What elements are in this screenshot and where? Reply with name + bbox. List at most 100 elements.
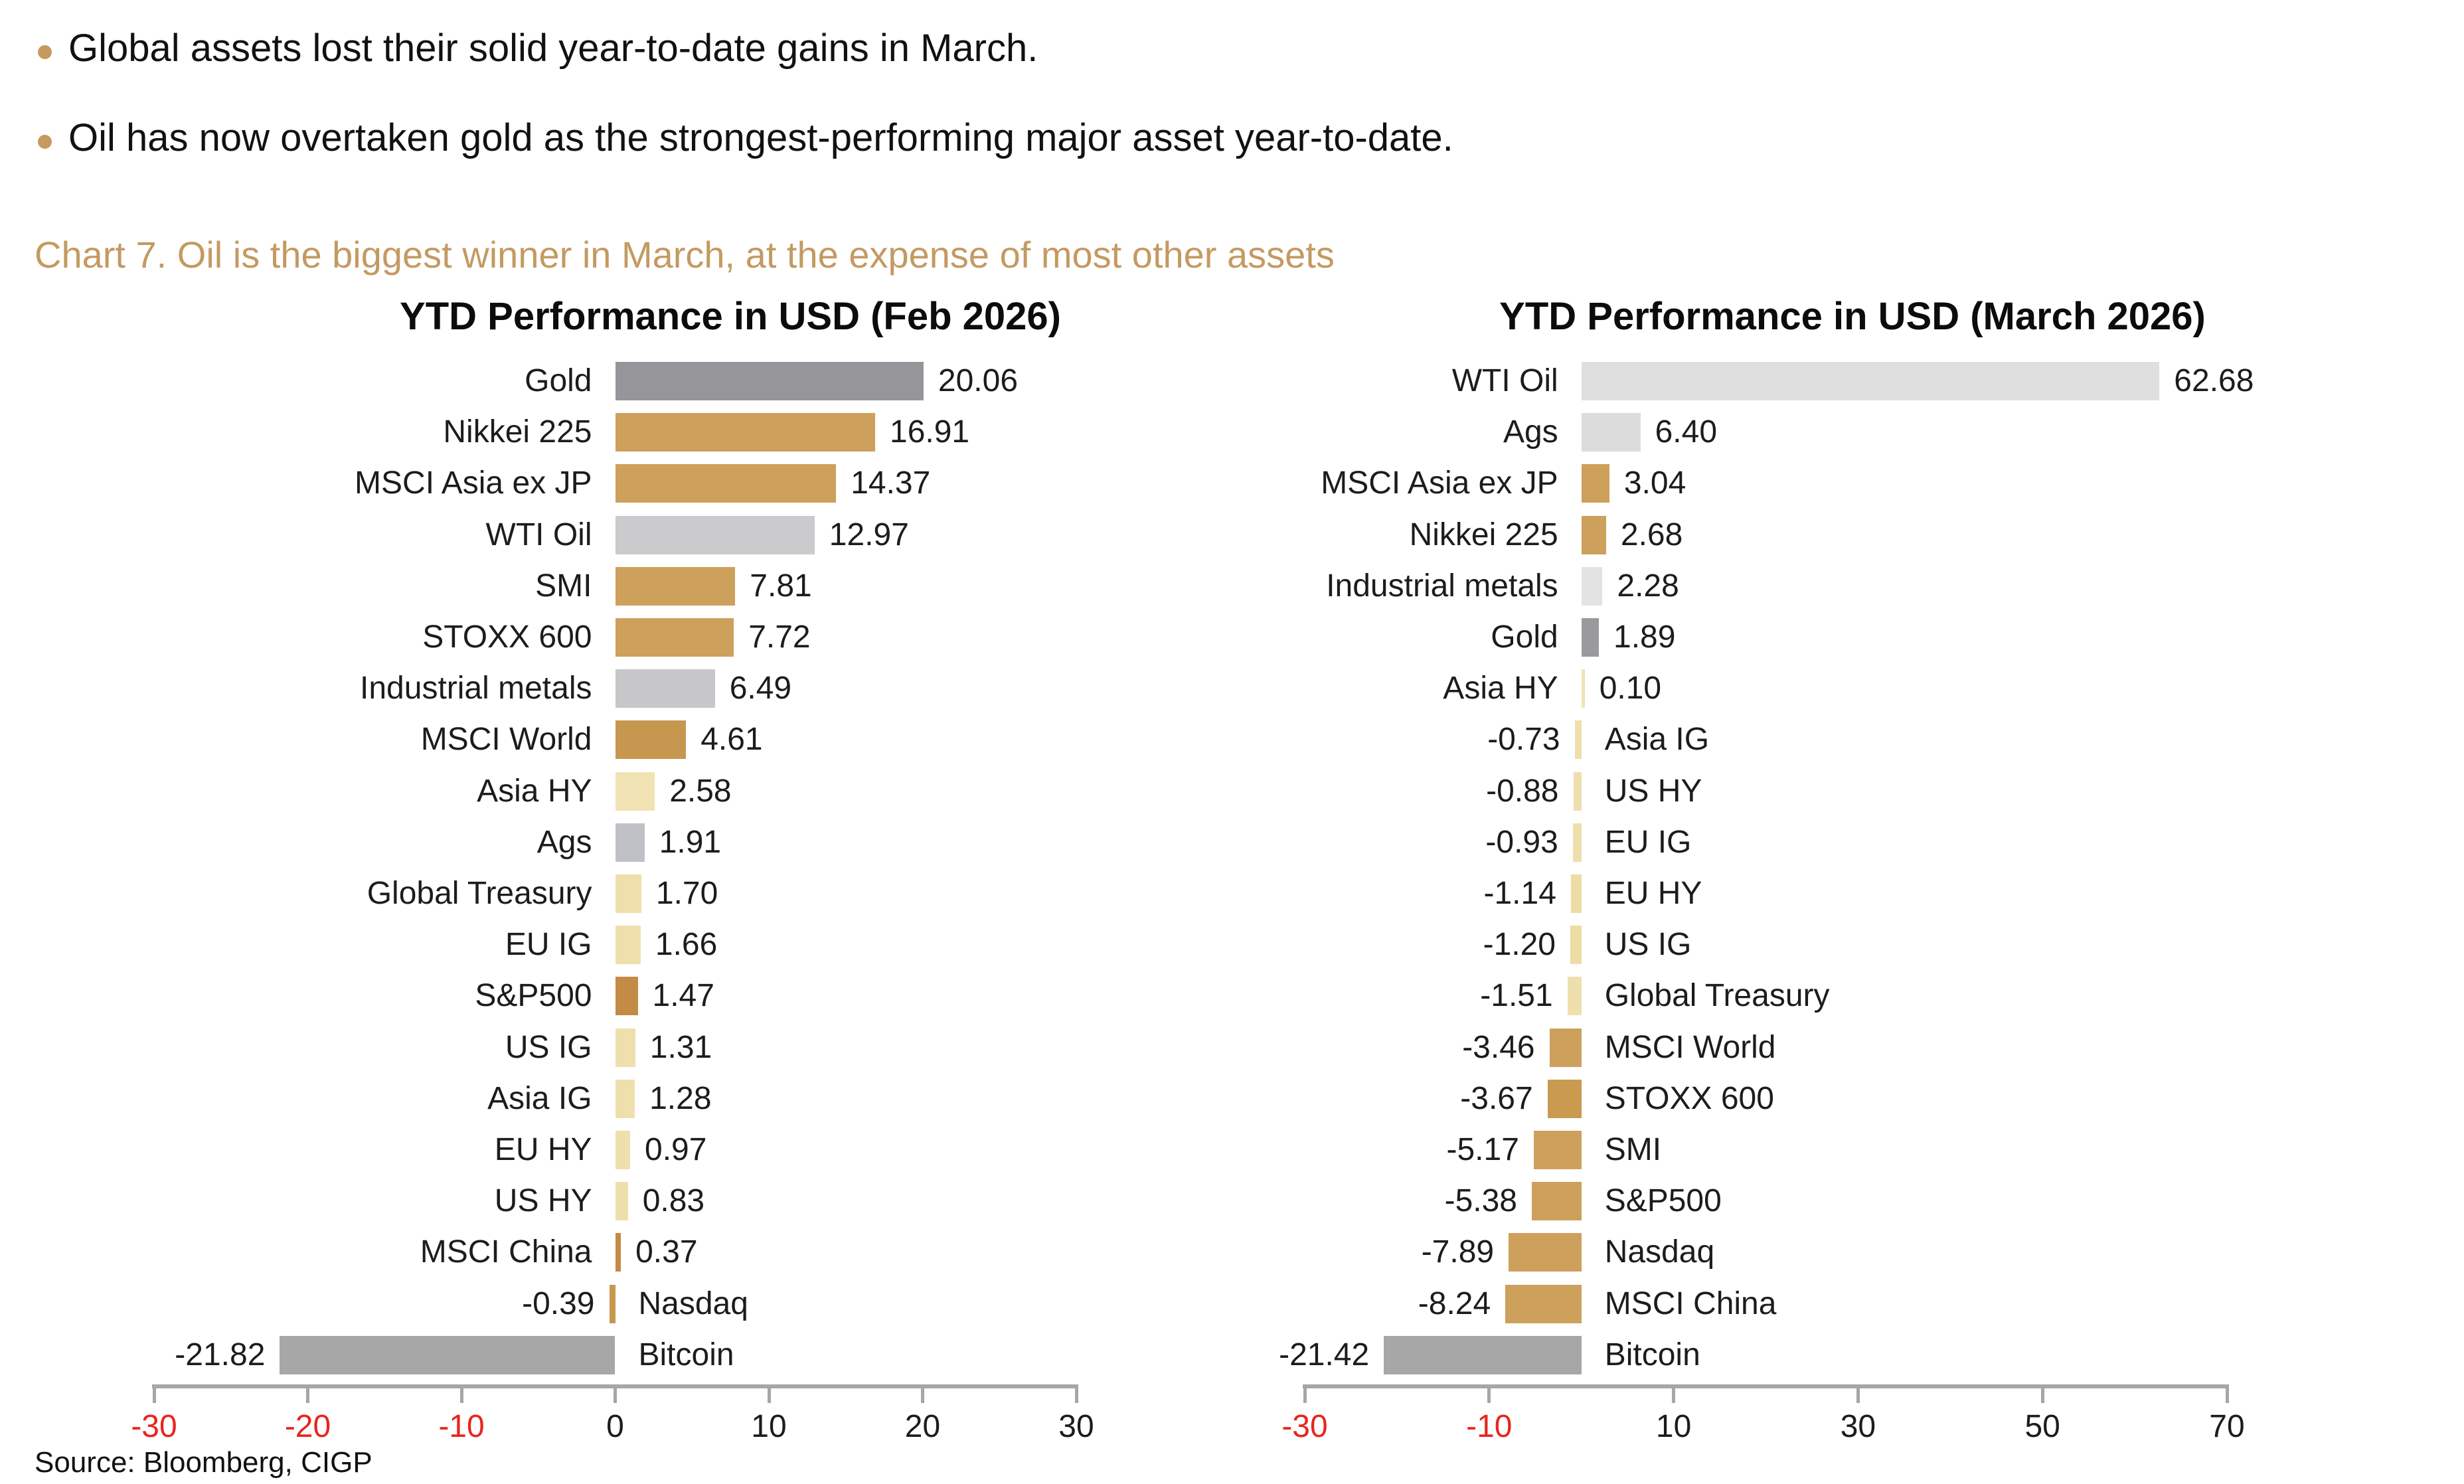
bar xyxy=(1581,362,2160,400)
bar xyxy=(1581,464,1609,503)
bar xyxy=(615,567,736,606)
axis-tick-label: 20 xyxy=(904,1409,941,1444)
axis-tick xyxy=(306,1387,309,1403)
x-axis xyxy=(152,1384,1078,1388)
bar xyxy=(615,977,638,1015)
bar xyxy=(615,874,641,913)
bar xyxy=(615,413,875,452)
bar xyxy=(615,362,924,400)
bar-label: EU HY xyxy=(494,1132,592,1167)
bar-value: -0.88 xyxy=(1486,774,1559,809)
bar-value: -3.67 xyxy=(1460,1081,1533,1116)
axis-tick xyxy=(767,1387,771,1403)
bar-label: Asia IG xyxy=(487,1081,592,1116)
x-axis xyxy=(1303,1384,2229,1388)
bar xyxy=(615,618,734,657)
bar xyxy=(1581,567,1603,606)
axis-tick-label: -10 xyxy=(438,1409,485,1444)
bar xyxy=(1505,1285,1582,1323)
bar-value: 4.61 xyxy=(700,722,763,757)
axis-tick xyxy=(152,1387,156,1403)
bar-value: 1.31 xyxy=(649,1030,712,1065)
bar-label: MSCI World xyxy=(1604,1030,1776,1065)
bar-label: MSCI Asia ex JP xyxy=(355,465,592,501)
bar-label: Gold xyxy=(1491,619,1558,655)
bar-label: Industrial metals xyxy=(1326,568,1558,604)
axis-tick xyxy=(921,1387,924,1403)
bar-value: 2.68 xyxy=(1620,517,1683,552)
bar-value: -7.89 xyxy=(1421,1234,1495,1270)
bar-value: 1.91 xyxy=(659,825,722,860)
bar-value: -21.42 xyxy=(1279,1337,1370,1372)
bar xyxy=(1384,1336,1582,1374)
bar-value: 0.37 xyxy=(635,1234,698,1270)
axis-tick-label: 50 xyxy=(2024,1409,2060,1444)
chart-title: YTD Performance in USD (Feb 2026) xyxy=(400,295,1061,338)
axis-tick-label: -30 xyxy=(131,1409,177,1444)
bullet-text: Oil has now overtaken gold as the strong… xyxy=(68,116,1453,159)
bar xyxy=(1509,1233,1582,1272)
bar-label: Gold xyxy=(525,363,592,398)
bar xyxy=(1573,772,1582,811)
bar-label: Bitcoin xyxy=(1604,1337,1700,1372)
bar xyxy=(609,1285,616,1323)
bar xyxy=(615,772,655,811)
bar-label: Ags xyxy=(536,825,592,860)
bar xyxy=(615,823,645,862)
bar-label: Global Treasury xyxy=(1604,978,1830,1013)
bar-label: STOXX 600 xyxy=(1604,1081,1774,1116)
bar xyxy=(1581,669,1585,708)
bullet-icon xyxy=(38,45,52,59)
bar-label: EU IG xyxy=(505,927,592,962)
bar-label: US IG xyxy=(1604,927,1692,962)
bar-label: Nikkei 225 xyxy=(1409,517,1558,552)
bar-value: -0.73 xyxy=(1487,722,1560,757)
axis-tick-label: 70 xyxy=(2209,1409,2245,1444)
axis-tick-label: 10 xyxy=(751,1409,787,1444)
bar-label: Asia IG xyxy=(1604,722,1710,757)
bar-value: 1.89 xyxy=(1613,619,1676,655)
source-note: Source: Bloomberg, CIGP xyxy=(35,1446,372,1479)
bar-label: Ags xyxy=(1503,414,1558,450)
bar-value: 2.58 xyxy=(669,774,732,809)
bar-value: 1.66 xyxy=(655,927,718,962)
bar-value: -5.17 xyxy=(1446,1132,1519,1167)
bar xyxy=(1533,1131,1582,1169)
bar-label: WTI Oil xyxy=(485,517,592,552)
axis-tick xyxy=(1303,1387,1307,1403)
bar-value: 20.06 xyxy=(938,363,1019,398)
axis-tick xyxy=(614,1387,617,1403)
bar xyxy=(1547,1080,1582,1118)
bar-value: 7.81 xyxy=(750,568,812,604)
chart-heading: Chart 7. Oil is the biggest winner in Ma… xyxy=(35,234,1335,276)
axis-tick xyxy=(1856,1387,1860,1403)
bar-value: 7.72 xyxy=(748,619,811,655)
bar-value: -1.20 xyxy=(1483,927,1556,962)
bar-value: -1.14 xyxy=(1483,876,1556,911)
bar-label: EU IG xyxy=(1604,825,1692,860)
bullet-icon xyxy=(38,135,52,149)
bar-value: 0.83 xyxy=(642,1183,705,1218)
bar-value: 6.49 xyxy=(729,671,792,706)
axis-tick-label: -10 xyxy=(1466,1409,1513,1444)
bar xyxy=(615,464,837,503)
bar-value: 2.28 xyxy=(1617,568,1679,604)
bar-value: 14.37 xyxy=(851,465,931,501)
bar-value: 3.04 xyxy=(1623,465,1686,501)
bar xyxy=(1549,1029,1582,1067)
bar xyxy=(615,1131,630,1169)
bar-label: WTI Oil xyxy=(1451,363,1558,398)
bar-value: 0.10 xyxy=(1599,671,1662,706)
bar-value: -0.93 xyxy=(1485,825,1558,860)
bar xyxy=(615,720,687,759)
axis-tick-label: -20 xyxy=(284,1409,331,1444)
bar xyxy=(1574,720,1582,759)
axis-tick-label: 0 xyxy=(606,1409,624,1444)
axis-tick-label: -30 xyxy=(1281,1409,1328,1444)
bar-value: 1.47 xyxy=(652,978,714,1013)
bullet-item: Oil has now overtaken gold as the strong… xyxy=(68,116,1453,160)
bar-value: 62.68 xyxy=(2174,363,2254,398)
bar xyxy=(1567,977,1582,1015)
bar-value: -1.51 xyxy=(1480,978,1553,1013)
